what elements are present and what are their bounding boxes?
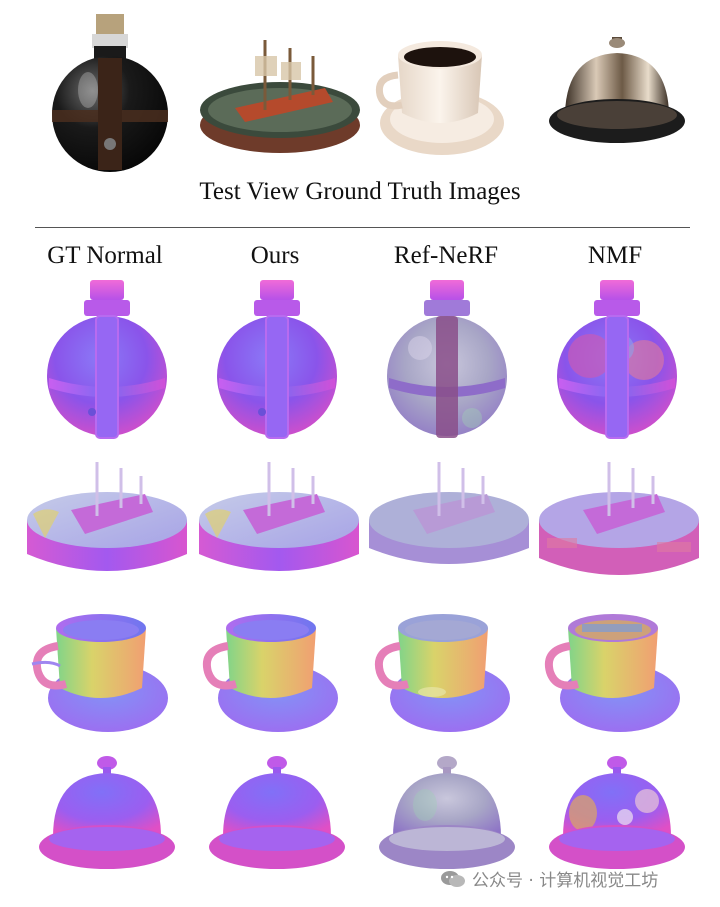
normal-ship-ref-nerf — [367, 458, 539, 583]
normal-bell-gt — [35, 755, 207, 875]
normal-cup-gt — [30, 610, 202, 740]
normal-bottle-ref-nerf — [380, 278, 552, 443]
normal-bell-ours — [205, 755, 377, 875]
normal-bottle-nmf — [550, 278, 720, 443]
normal-bottle-gt — [40, 278, 212, 443]
column-header-ours: Ours — [250, 242, 300, 269]
photo-cup — [370, 35, 542, 165]
normal-bell-nmf — [545, 755, 717, 875]
wechat-icon — [441, 870, 465, 887]
divider-line — [35, 227, 690, 228]
figure-caption: Test View Ground Truth Images — [199, 178, 521, 205]
watermark: 公众号 · 计算机视觉工坊 — [440, 866, 658, 891]
normal-ship-nmf — [537, 458, 709, 583]
normal-cup-ref-nerf — [372, 610, 544, 740]
column-header-gt-normal: GT Normal — [47, 242, 163, 269]
photo-bottle — [40, 12, 212, 177]
normal-cup-ours — [200, 610, 372, 740]
normal-bell-ref-nerf — [375, 755, 547, 875]
column-header-ref-nerf: Ref-NeRF — [393, 242, 499, 269]
normal-ship-ours — [197, 458, 369, 583]
photo-ship — [195, 30, 367, 165]
photo-bell — [545, 35, 717, 160]
normal-ship-gt — [25, 458, 197, 583]
watermark-text: 公众号 · 计算机视觉工坊 — [472, 871, 659, 891]
normal-bottle-ours — [210, 278, 382, 443]
column-header-nmf: NMF — [587, 242, 643, 269]
normal-cup-nmf — [542, 610, 714, 740]
